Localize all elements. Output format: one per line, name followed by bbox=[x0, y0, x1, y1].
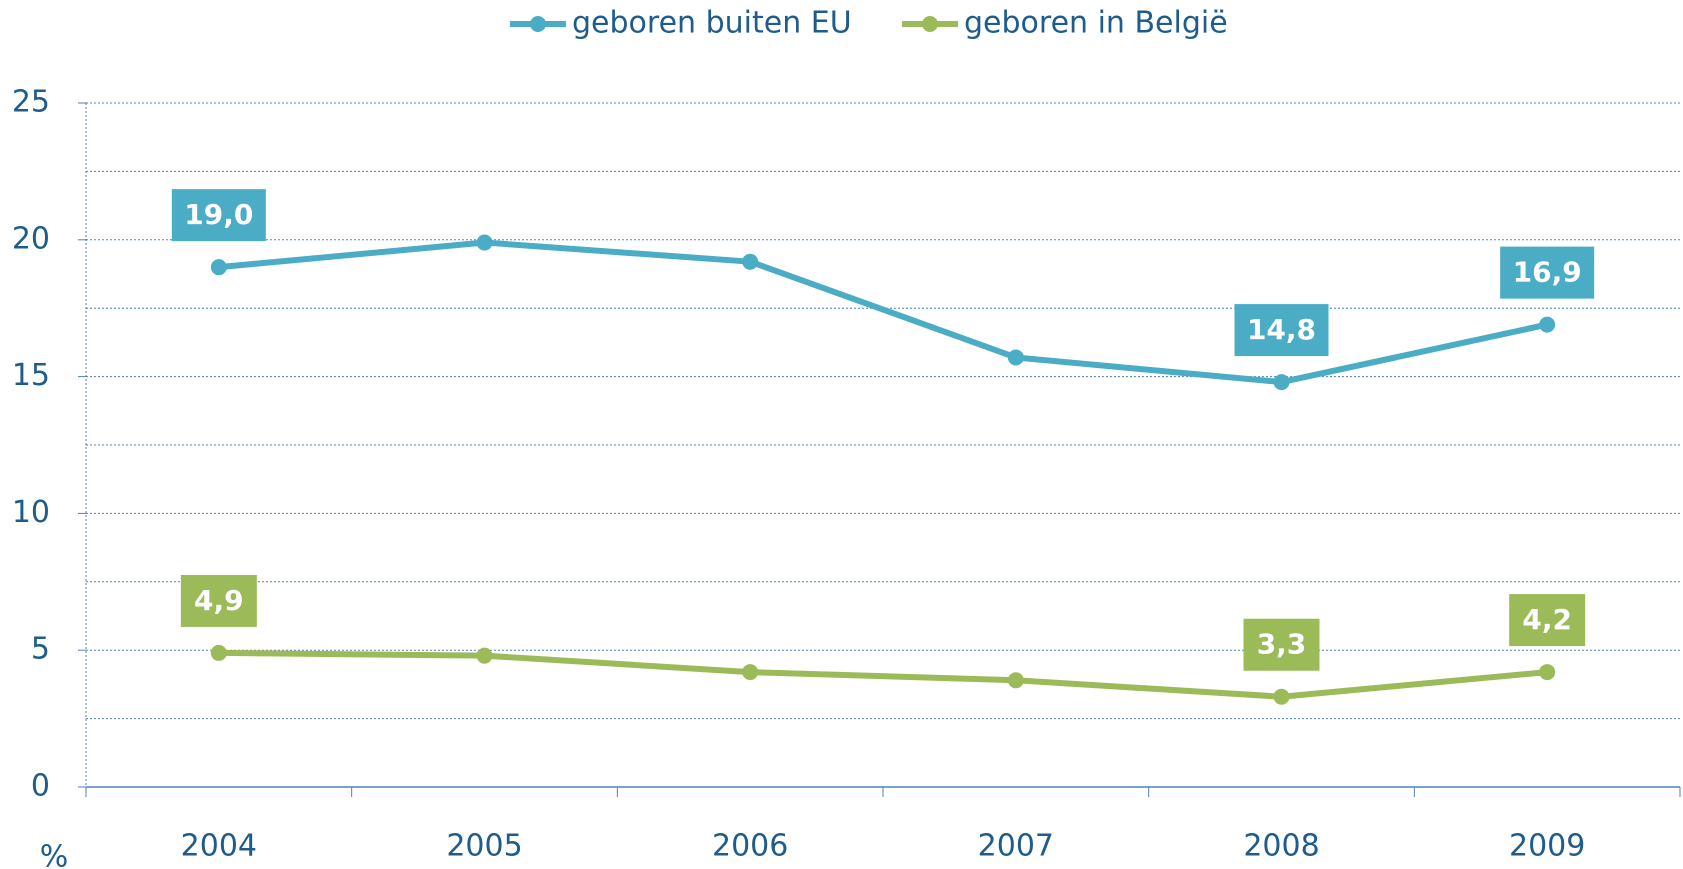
x-tick-label: 2009 bbox=[1509, 829, 1585, 864]
x-tick-label: 2005 bbox=[446, 829, 522, 864]
point bbox=[210, 259, 227, 276]
legend-label: geboren in België bbox=[964, 6, 1228, 41]
y-tick-label: 20 bbox=[12, 221, 50, 256]
value-label-box bbox=[171, 189, 266, 242]
point bbox=[1007, 672, 1024, 689]
point bbox=[742, 664, 759, 681]
legend-item: geboren in België bbox=[902, 6, 1228, 41]
y-tick-label: 15 bbox=[12, 358, 50, 393]
value-label-box bbox=[1500, 246, 1595, 299]
point bbox=[1273, 374, 1290, 391]
point bbox=[1007, 349, 1024, 366]
y-tick-label: 0 bbox=[31, 769, 50, 804]
series-line bbox=[218, 649, 1548, 700]
value-label: 16,9 bbox=[1513, 256, 1582, 289]
point bbox=[1539, 316, 1556, 333]
value-label-box bbox=[1234, 304, 1329, 357]
y-tick-label: 5 bbox=[31, 632, 50, 667]
point bbox=[742, 253, 759, 270]
value-label: 14,8 bbox=[1247, 313, 1316, 346]
value-label: 3,3 bbox=[1257, 628, 1307, 661]
x-tick-label: 2007 bbox=[978, 829, 1054, 864]
value-label-box bbox=[1509, 594, 1586, 647]
point bbox=[210, 644, 227, 661]
value-label: 4,9 bbox=[194, 584, 244, 617]
y-tick-label: 10 bbox=[12, 495, 50, 530]
legend-marker bbox=[922, 16, 938, 32]
value-label: 4,2 bbox=[1522, 603, 1572, 636]
point bbox=[476, 234, 493, 251]
x-tick-label: 2006 bbox=[712, 829, 788, 864]
point bbox=[1273, 688, 1290, 705]
x-tick-label: 2004 bbox=[181, 829, 257, 864]
legend-marker bbox=[530, 16, 546, 32]
value-label: 19,0 bbox=[184, 198, 253, 231]
legend-item: geboren buiten EU bbox=[510, 6, 852, 41]
y-tick-label: 25 bbox=[12, 85, 50, 120]
legend-label: geboren buiten EU bbox=[572, 6, 852, 41]
x-tick-label: 2008 bbox=[1243, 829, 1319, 864]
point bbox=[476, 647, 493, 664]
point bbox=[1539, 664, 1556, 681]
value-label-box bbox=[1243, 618, 1320, 671]
value-label-box bbox=[180, 574, 257, 627]
series-line bbox=[218, 239, 1548, 386]
y-axis-label: % bbox=[40, 840, 69, 869]
